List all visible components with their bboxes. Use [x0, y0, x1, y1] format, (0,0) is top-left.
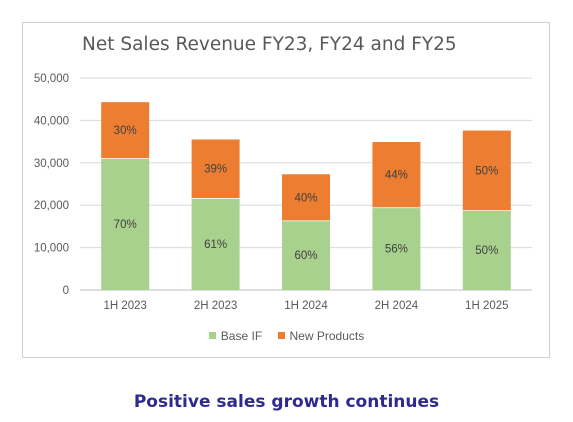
data-label: 56%	[385, 244, 408, 256]
legend-swatch-base	[208, 332, 216, 339]
x-tick-label: 2H 2024	[375, 300, 419, 312]
y-tick-label: 10,000	[34, 243, 69, 255]
legend-label-new-products: New Products	[289, 328, 365, 343]
data-label: 61%	[204, 239, 227, 251]
data-label: 50%	[475, 165, 498, 177]
legend-item-base: Base IF	[208, 328, 263, 343]
bar-segment-new-products	[191, 139, 240, 198]
slide-caption: Positive sales growth continues	[133, 392, 440, 412]
x-tick-label: 1H 2024	[284, 300, 328, 312]
data-label: 40%	[294, 192, 317, 204]
data-label: 50%	[475, 245, 498, 257]
x-tick-label: 2H 2023	[194, 300, 237, 312]
data-label: 60%	[294, 250, 317, 262]
bar-segment-new-products	[462, 130, 511, 211]
data-label: 44%	[385, 170, 408, 182]
legend-item-new-products: New Products	[277, 328, 365, 343]
y-tick-label: 40,000	[34, 115, 69, 127]
y-tick-label: 50,000	[34, 73, 69, 85]
bar-segment-new-products	[372, 142, 421, 208]
x-tick-label: 1H 2023	[103, 300, 146, 312]
y-tick-label: 20,000	[34, 200, 69, 212]
bar-segment-base	[101, 158, 150, 290]
data-label: 70%	[114, 219, 137, 231]
bar-segment-base	[282, 220, 330, 290]
x-tick-label: 1H 2025	[465, 300, 508, 312]
bar-segment-new-products	[282, 174, 330, 221]
data-label: 39%	[204, 164, 227, 176]
y-tick-label: 30,000	[34, 158, 69, 170]
chart-title: Net Sales Revenue FY23, FY24 and FY25	[82, 34, 457, 55]
y-tick-label: 0	[63, 285, 69, 297]
bar-segment-base	[191, 197, 240, 290]
bar-segment-new-products	[101, 102, 150, 159]
legend-label-base: Base IF	[220, 328, 263, 343]
legend-swatch-new-products	[277, 332, 285, 339]
bar-segment-base	[372, 207, 421, 290]
bar-segment-base	[462, 210, 511, 290]
data-label: 30%	[114, 125, 137, 137]
legend: Base IF New Products	[0, 328, 573, 343]
